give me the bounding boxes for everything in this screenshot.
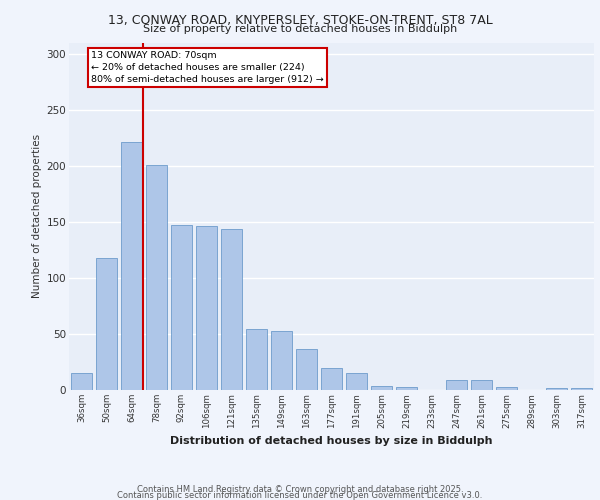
Bar [271, 330, 292, 390]
Bar [296, 348, 317, 390]
Bar [96, 258, 117, 390]
X-axis label: Distribution of detached houses by size in Biddulph: Distribution of detached houses by size … [170, 436, 493, 446]
Bar [121, 142, 142, 390]
Bar [146, 164, 167, 390]
Bar [321, 368, 342, 390]
Bar [246, 330, 267, 390]
Bar [496, 386, 517, 390]
Bar [346, 373, 367, 390]
Bar [471, 380, 492, 390]
Text: Contains HM Land Registry data © Crown copyright and database right 2025.: Contains HM Land Registry data © Crown c… [137, 484, 463, 494]
Bar [196, 226, 217, 390]
Bar [396, 386, 417, 390]
Bar [546, 388, 567, 390]
Text: Contains public sector information licensed under the Open Government Licence v3: Contains public sector information licen… [118, 491, 482, 500]
Bar [171, 225, 192, 390]
Y-axis label: Number of detached properties: Number of detached properties [32, 134, 43, 298]
Text: 13, CONWAY ROAD, KNYPERSLEY, STOKE-ON-TRENT, ST8 7AL: 13, CONWAY ROAD, KNYPERSLEY, STOKE-ON-TR… [107, 14, 493, 27]
Bar [371, 386, 392, 390]
Text: Size of property relative to detached houses in Biddulph: Size of property relative to detached ho… [143, 24, 457, 34]
Bar [446, 380, 467, 390]
Bar [221, 228, 242, 390]
Bar [571, 388, 592, 390]
Text: 13 CONWAY ROAD: 70sqm
← 20% of detached houses are smaller (224)
80% of semi-det: 13 CONWAY ROAD: 70sqm ← 20% of detached … [91, 52, 324, 84]
Bar [71, 373, 92, 390]
